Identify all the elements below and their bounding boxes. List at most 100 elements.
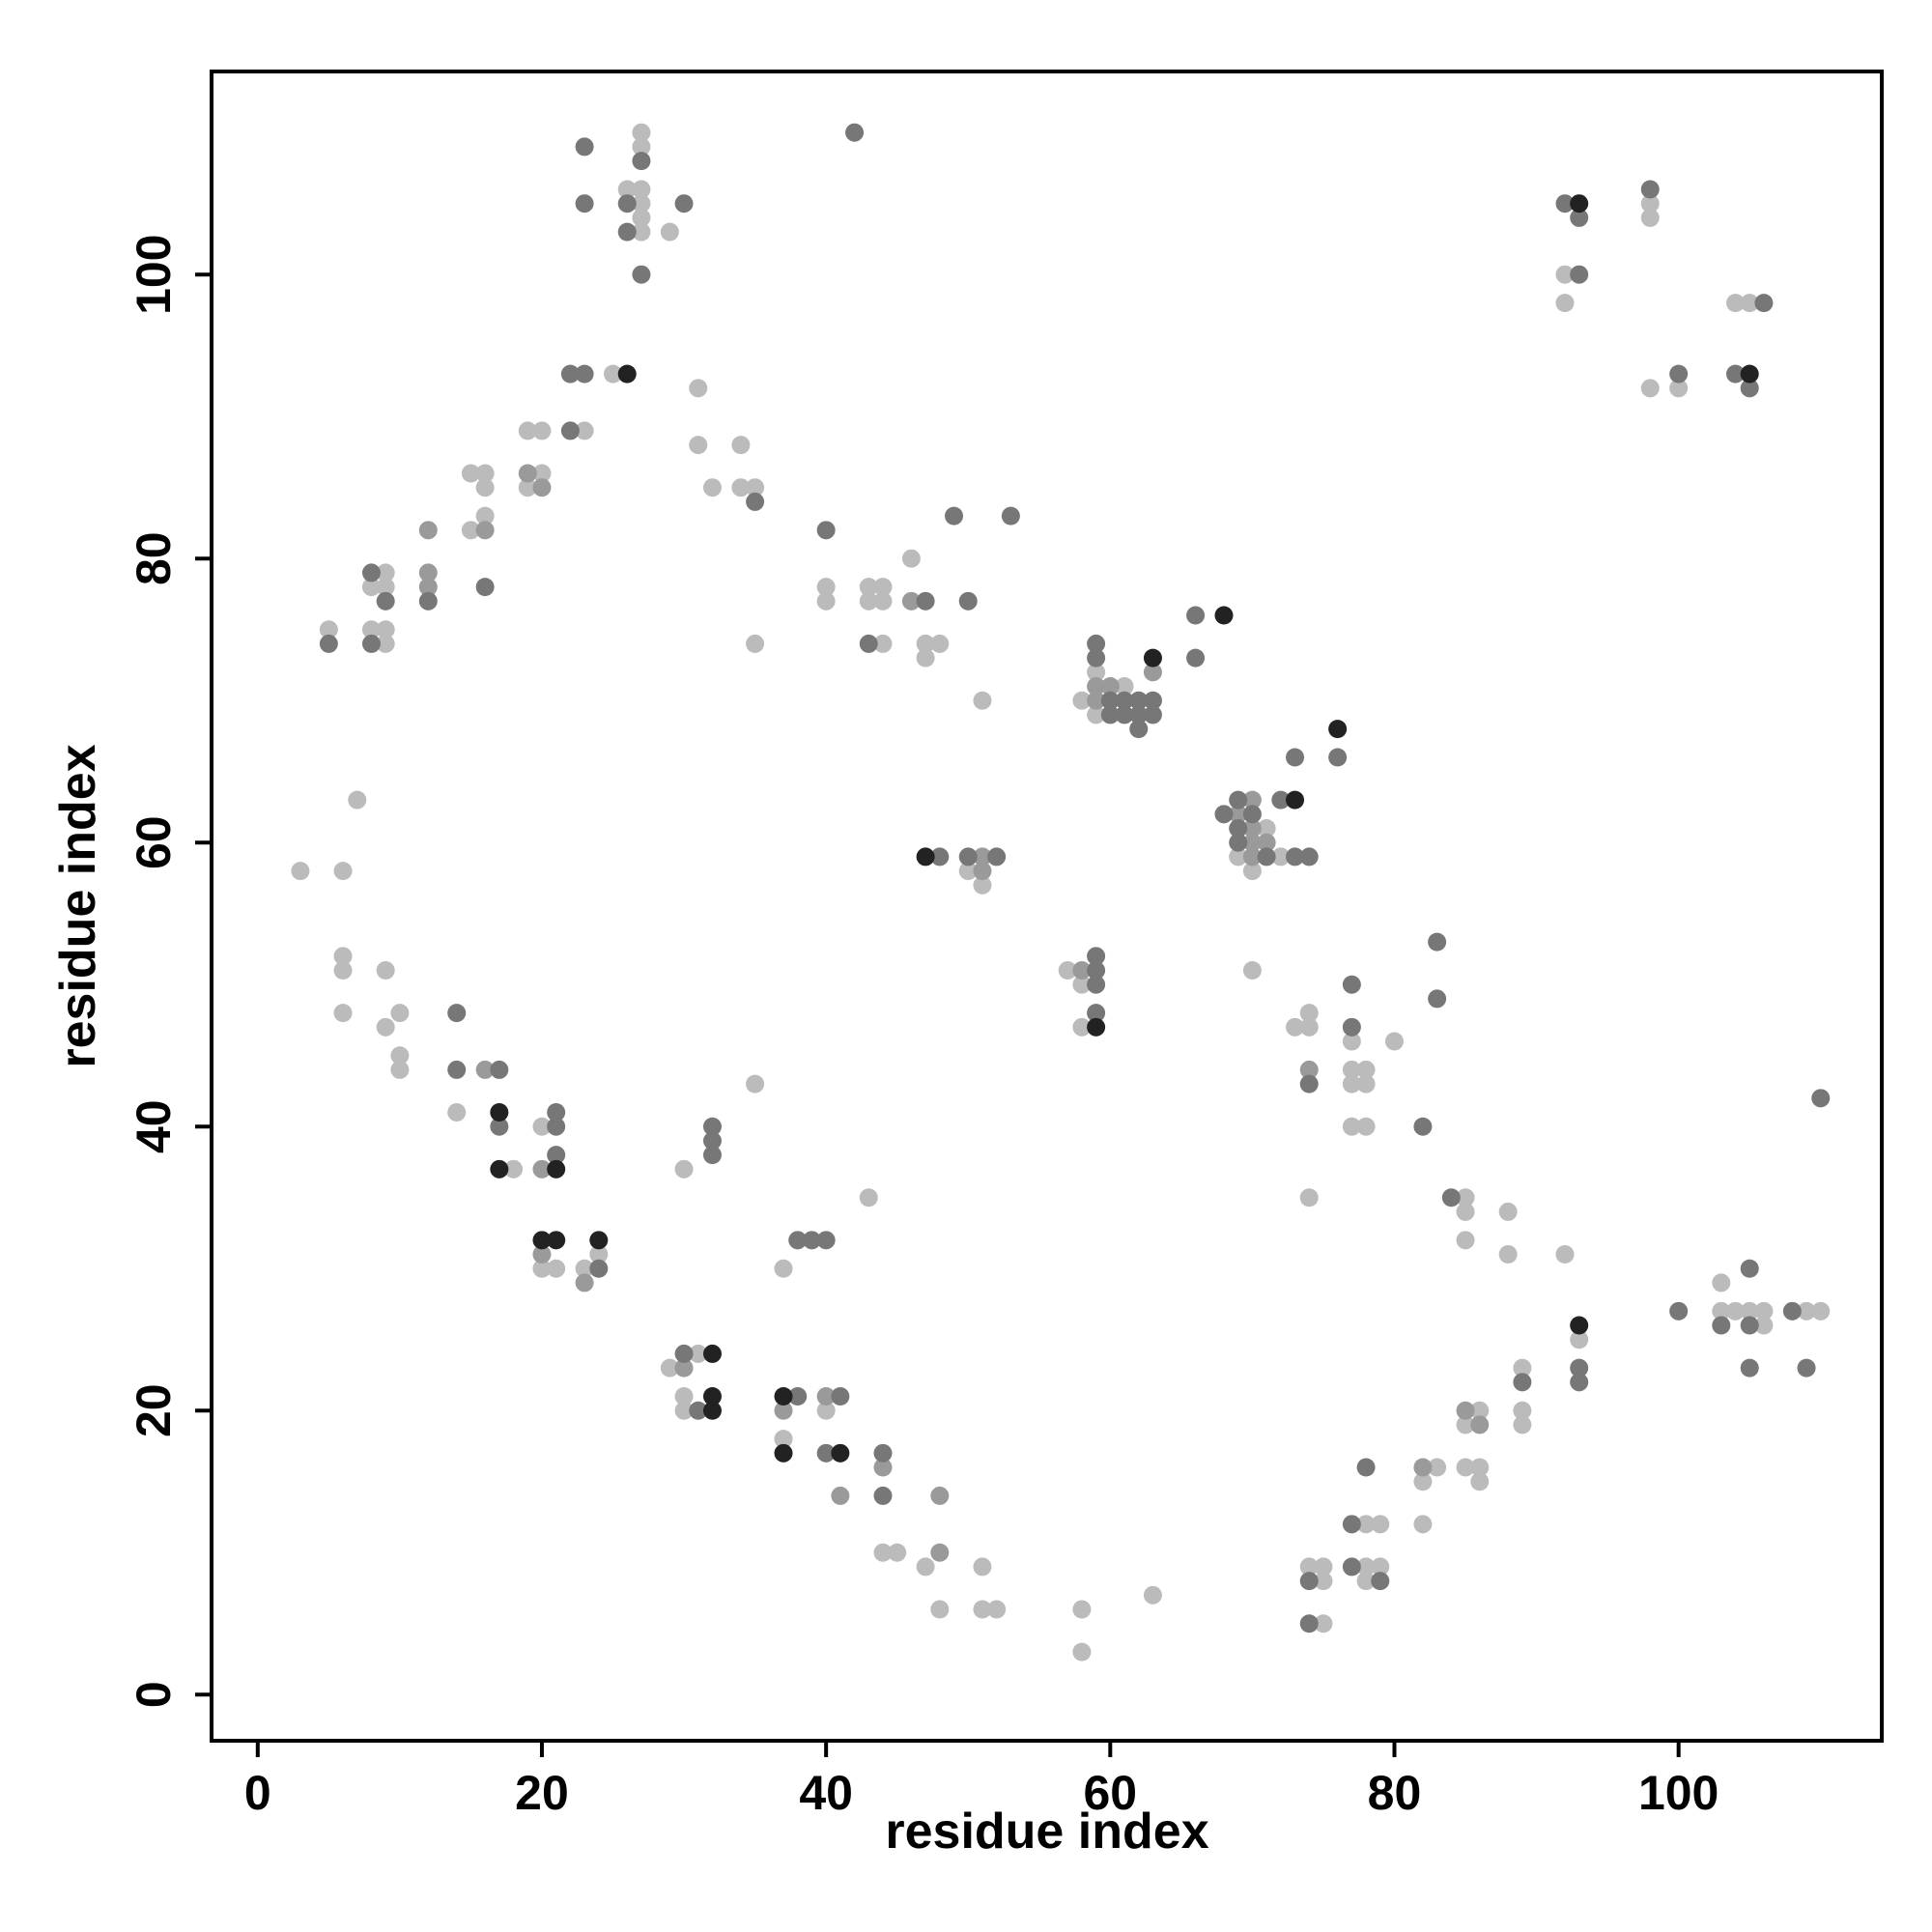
point xyxy=(930,634,950,653)
point xyxy=(1115,691,1134,710)
point xyxy=(447,1103,467,1122)
point xyxy=(1072,1600,1092,1619)
point xyxy=(1456,1415,1475,1435)
point xyxy=(930,1486,950,1505)
y-axis-title: residue index xyxy=(50,744,106,1067)
point xyxy=(831,1486,850,1505)
point xyxy=(802,1231,821,1250)
y-tick-label: 40 xyxy=(127,1099,181,1153)
point xyxy=(674,194,694,213)
point xyxy=(532,1245,552,1264)
point xyxy=(973,1557,992,1577)
point xyxy=(1342,975,1361,994)
point xyxy=(418,563,438,582)
point xyxy=(1441,1188,1461,1208)
point xyxy=(1299,1572,1319,1591)
point xyxy=(1570,1358,1589,1378)
point xyxy=(702,478,722,497)
point xyxy=(361,563,381,582)
point xyxy=(1797,1358,1816,1378)
point xyxy=(1456,1231,1475,1250)
point xyxy=(859,591,878,611)
point xyxy=(816,1231,836,1250)
point xyxy=(916,591,935,611)
point xyxy=(1129,705,1149,724)
point xyxy=(632,152,651,171)
point xyxy=(1143,705,1162,724)
point xyxy=(1513,1401,1532,1420)
point xyxy=(1271,790,1291,810)
point xyxy=(418,521,438,540)
point xyxy=(390,1046,410,1065)
point xyxy=(547,1117,566,1136)
point xyxy=(1087,705,1106,724)
point xyxy=(632,208,651,227)
point xyxy=(859,578,878,597)
point xyxy=(845,123,865,142)
point xyxy=(1555,265,1575,284)
point xyxy=(873,1486,893,1505)
point xyxy=(560,364,580,384)
point xyxy=(376,1017,395,1037)
point xyxy=(589,1231,609,1250)
point xyxy=(447,1060,467,1079)
point xyxy=(376,620,395,639)
point xyxy=(1342,1074,1361,1094)
point xyxy=(987,1600,1007,1619)
x-axis-title: residue index xyxy=(885,1804,1208,1860)
point xyxy=(518,478,537,497)
point xyxy=(418,591,438,611)
point xyxy=(376,961,395,980)
point xyxy=(689,1344,708,1363)
point xyxy=(1356,1515,1376,1534)
point xyxy=(504,1159,524,1179)
point xyxy=(348,790,367,810)
point xyxy=(859,1188,878,1208)
point xyxy=(333,961,353,980)
point xyxy=(1712,1273,1731,1293)
point xyxy=(547,1103,566,1122)
point xyxy=(916,648,935,668)
point xyxy=(916,847,935,867)
point xyxy=(1342,1060,1361,1079)
point xyxy=(333,1004,353,1023)
point xyxy=(930,1543,950,1562)
point xyxy=(1143,691,1162,710)
point xyxy=(1413,1472,1433,1492)
y-tick-label: 60 xyxy=(127,815,181,869)
point xyxy=(1072,691,1092,710)
point xyxy=(702,1117,722,1136)
point xyxy=(888,1543,907,1562)
point xyxy=(1286,1017,1305,1037)
point xyxy=(547,1259,566,1278)
point xyxy=(973,691,992,710)
point xyxy=(1712,1316,1731,1335)
point xyxy=(660,222,679,242)
point xyxy=(1314,1557,1333,1577)
point xyxy=(1456,1458,1475,1477)
point xyxy=(589,1245,609,1264)
point xyxy=(1299,1004,1319,1023)
point xyxy=(1087,634,1106,653)
point xyxy=(532,464,552,483)
point xyxy=(1726,364,1746,384)
point xyxy=(1299,847,1319,867)
point xyxy=(1115,705,1134,724)
point xyxy=(774,1259,793,1278)
point xyxy=(1413,1458,1433,1477)
point xyxy=(816,1443,836,1463)
point xyxy=(617,222,637,242)
point xyxy=(1342,1017,1361,1037)
point xyxy=(746,478,765,497)
point xyxy=(1470,1472,1490,1492)
point xyxy=(1413,1515,1433,1534)
point xyxy=(859,634,878,653)
point xyxy=(973,875,992,895)
point xyxy=(1100,691,1120,710)
point xyxy=(1371,1557,1390,1577)
point xyxy=(1214,805,1234,824)
point xyxy=(1143,1585,1162,1605)
point xyxy=(816,521,836,540)
point xyxy=(1811,1301,1831,1321)
point xyxy=(1242,805,1262,824)
